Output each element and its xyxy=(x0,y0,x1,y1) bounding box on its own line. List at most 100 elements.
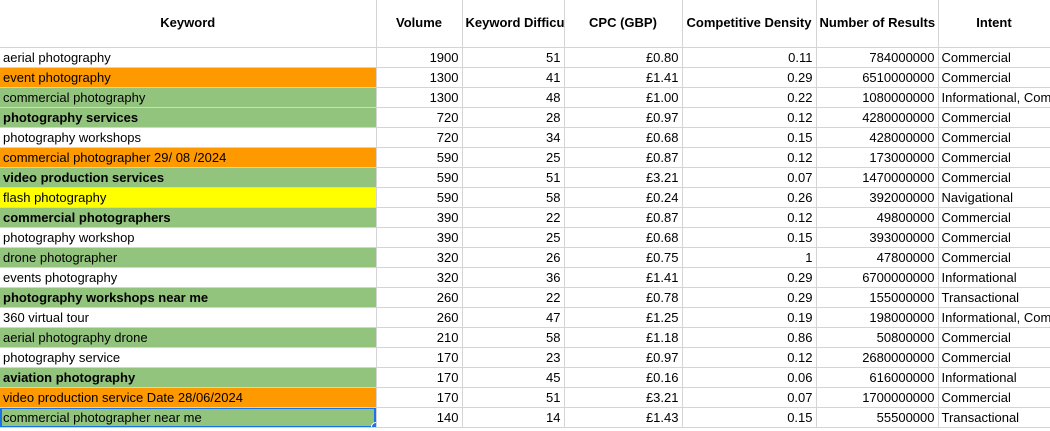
intent-cell[interactable]: Informational xyxy=(938,367,1050,388)
cpc-cell[interactable]: £0.16 xyxy=(564,367,683,388)
difficulty-cell[interactable]: 58 xyxy=(462,187,565,208)
volume-cell[interactable]: 720 xyxy=(376,107,463,128)
difficulty-cell[interactable]: 58 xyxy=(462,327,565,348)
results-cell[interactable]: 784000000 xyxy=(816,47,939,68)
difficulty-cell[interactable]: 34 xyxy=(462,127,565,148)
intent-cell[interactable]: Commercial xyxy=(938,127,1050,148)
intent-cell[interactable]: Transactional xyxy=(938,407,1050,428)
volume-cell[interactable]: 170 xyxy=(376,367,463,388)
cpc-cell[interactable]: £0.68 xyxy=(564,127,683,148)
density-cell[interactable]: 0.07 xyxy=(682,387,817,408)
volume-cell[interactable]: 320 xyxy=(376,267,463,288)
keyword-cell[interactable]: photography services xyxy=(0,107,377,128)
intent-cell[interactable]: Commercial xyxy=(938,327,1050,348)
results-cell[interactable]: 393000000 xyxy=(816,227,939,248)
cpc-cell[interactable]: £0.78 xyxy=(564,287,683,308)
intent-cell[interactable]: Navigational xyxy=(938,187,1050,208)
volume-cell[interactable]: 260 xyxy=(376,287,463,308)
intent-cell[interactable]: Commercial xyxy=(938,67,1050,88)
cpc-cell[interactable]: £0.87 xyxy=(564,147,683,168)
results-cell[interactable]: 47800000 xyxy=(816,247,939,268)
cpc-cell[interactable]: £1.41 xyxy=(564,267,683,288)
keyword-cell[interactable]: drone photographer xyxy=(0,247,377,268)
volume-cell[interactable]: 720 xyxy=(376,127,463,148)
difficulty-cell[interactable]: 41 xyxy=(462,67,565,88)
keyword-cell[interactable]: commercial photography xyxy=(0,87,377,108)
keyword-cell[interactable]: 360 virtual tour xyxy=(0,307,377,328)
volume-cell[interactable]: 320 xyxy=(376,247,463,268)
keyword-cell[interactable]: commercial photographers xyxy=(0,207,377,228)
results-cell[interactable]: 55500000 xyxy=(816,407,939,428)
density-cell[interactable]: 0.15 xyxy=(682,127,817,148)
density-cell[interactable]: 0.19 xyxy=(682,307,817,328)
volume-cell[interactable]: 1300 xyxy=(376,87,463,108)
difficulty-cell[interactable]: 47 xyxy=(462,307,565,328)
density-cell[interactable]: 0.06 xyxy=(682,367,817,388)
intent-cell[interactable]: Commercial xyxy=(938,387,1050,408)
density-cell[interactable]: 0.15 xyxy=(682,407,817,428)
header-cpc[interactable]: CPC (GBP) xyxy=(564,0,683,48)
cpc-cell[interactable]: £0.97 xyxy=(564,107,683,128)
intent-cell[interactable]: Informational xyxy=(938,267,1050,288)
keyword-cell[interactable]: aerial photography drone xyxy=(0,327,377,348)
intent-cell[interactable]: Informational, Com xyxy=(938,307,1050,328)
results-cell[interactable]: 49800000 xyxy=(816,207,939,228)
difficulty-cell[interactable]: 28 xyxy=(462,107,565,128)
difficulty-cell[interactable]: 23 xyxy=(462,347,565,368)
difficulty-cell[interactable]: 14 xyxy=(462,407,565,428)
intent-cell[interactable]: Commercial xyxy=(938,107,1050,128)
header-volume[interactable]: Volume xyxy=(376,0,463,48)
volume-cell[interactable]: 390 xyxy=(376,227,463,248)
cpc-cell[interactable]: £0.80 xyxy=(564,47,683,68)
intent-cell[interactable]: Transactional xyxy=(938,287,1050,308)
intent-cell[interactable]: Informational, Com xyxy=(938,87,1050,108)
results-cell[interactable]: 4280000000 xyxy=(816,107,939,128)
header-keyword-difficulty[interactable]: Keyword Difficulty xyxy=(462,0,565,48)
cpc-cell[interactable]: £3.21 xyxy=(564,387,683,408)
intent-cell[interactable]: Commercial xyxy=(938,47,1050,68)
results-cell[interactable]: 1470000000 xyxy=(816,167,939,188)
density-cell[interactable]: 0.29 xyxy=(682,267,817,288)
density-cell[interactable]: 0.29 xyxy=(682,287,817,308)
keyword-cell[interactable]: events photography xyxy=(0,267,377,288)
volume-cell[interactable]: 140 xyxy=(376,407,463,428)
keyword-cell[interactable]: photography workshops near me xyxy=(0,287,377,308)
keyword-cell[interactable]: video production service Date 28/06/2024 xyxy=(0,387,377,408)
keyword-cell[interactable]: photography workshops xyxy=(0,127,377,148)
keyword-cell[interactable]: aerial photography xyxy=(0,47,377,68)
header-number-of-results[interactable]: Number of Results xyxy=(816,0,939,48)
cpc-cell[interactable]: £0.87 xyxy=(564,207,683,228)
results-cell[interactable]: 1080000000 xyxy=(816,87,939,108)
results-cell[interactable]: 616000000 xyxy=(816,367,939,388)
intent-cell[interactable]: Commercial xyxy=(938,347,1050,368)
volume-cell[interactable]: 170 xyxy=(376,387,463,408)
difficulty-cell[interactable]: 25 xyxy=(462,147,565,168)
header-keyword[interactable]: Keyword xyxy=(0,0,377,48)
keyword-cell[interactable]: flash photography xyxy=(0,187,377,208)
results-cell[interactable]: 173000000 xyxy=(816,147,939,168)
difficulty-cell[interactable]: 51 xyxy=(462,47,565,68)
difficulty-cell[interactable]: 51 xyxy=(462,167,565,188)
volume-cell[interactable]: 210 xyxy=(376,327,463,348)
cpc-cell[interactable]: £3.21 xyxy=(564,167,683,188)
difficulty-cell[interactable]: 22 xyxy=(462,207,565,228)
cpc-cell[interactable]: £0.68 xyxy=(564,227,683,248)
difficulty-cell[interactable]: 48 xyxy=(462,87,565,108)
results-cell[interactable]: 6510000000 xyxy=(816,67,939,88)
difficulty-cell[interactable]: 26 xyxy=(462,247,565,268)
density-cell[interactable]: 0.07 xyxy=(682,167,817,188)
cpc-cell[interactable]: £1.43 xyxy=(564,407,683,428)
header-intent[interactable]: Intent xyxy=(938,0,1050,48)
density-cell[interactable]: 0.86 xyxy=(682,327,817,348)
cpc-cell[interactable]: £1.25 xyxy=(564,307,683,328)
volume-cell[interactable]: 590 xyxy=(376,167,463,188)
volume-cell[interactable]: 1900 xyxy=(376,47,463,68)
keyword-cell[interactable]: aviation photography xyxy=(0,367,377,388)
intent-cell[interactable]: Commercial xyxy=(938,147,1050,168)
density-cell[interactable]: 0.12 xyxy=(682,207,817,228)
header-competitive-density[interactable]: Competitive Density xyxy=(682,0,817,48)
difficulty-cell[interactable]: 36 xyxy=(462,267,565,288)
volume-cell[interactable]: 260 xyxy=(376,307,463,328)
difficulty-cell[interactable]: 25 xyxy=(462,227,565,248)
density-cell[interactable]: 0.29 xyxy=(682,67,817,88)
